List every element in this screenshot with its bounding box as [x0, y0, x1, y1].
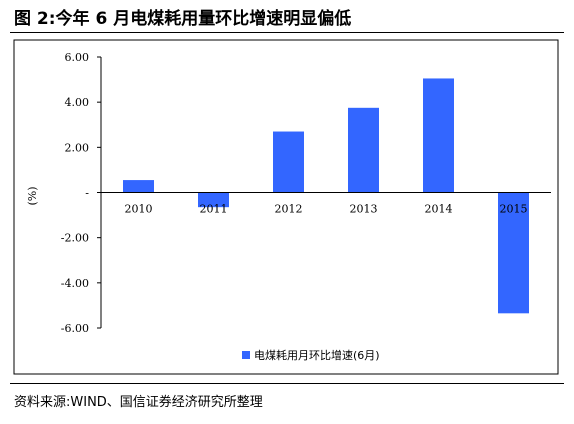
x-tick-label: 2012	[275, 203, 303, 216]
bar-2013	[348, 107, 379, 193]
y-tick-label: -4.00	[61, 277, 89, 290]
y-axis-label: (%)	[26, 186, 39, 205]
y-tick-label: -	[85, 187, 89, 200]
y-tick-label: 2.00	[65, 141, 90, 154]
bar-2015	[498, 192, 529, 314]
legend-swatch	[242, 351, 250, 359]
legend: 电煤耗用月环比增速(6月)	[242, 348, 380, 362]
x-tick-label: 2015	[500, 203, 528, 216]
x-axis-ticks: 2010 2011 2012 2013 2014 2015	[125, 203, 528, 216]
x-tick-label: 2014	[425, 203, 453, 216]
source-separator	[10, 383, 564, 384]
y-axis-ticks: 6.00 4.00 2.00 - -2.00 -4.00 -6.00	[61, 51, 101, 335]
y-tick-label: 6.00	[65, 51, 90, 64]
bar-2014	[423, 78, 454, 193]
y-tick-label: 4.00	[65, 96, 90, 109]
y-tick-label: -2.00	[61, 232, 89, 245]
bar-2012	[273, 131, 304, 193]
figure-title: 图 2:今年 6 月电煤耗用量环比增速明显偏低	[14, 9, 352, 29]
title-underline	[10, 32, 564, 33]
x-tick-label: 2013	[350, 203, 378, 216]
legend-label: 电煤耗用月环比增速(6月)	[254, 348, 380, 362]
bar-chart: 6.004.002.00--2.00-4.00-6.00 2010 2011 201…	[13, 39, 559, 375]
source-note: 资料来源:WIND、国信证券经济研究所整理	[14, 395, 263, 410]
chart-frame	[13, 39, 559, 375]
bar-2010	[123, 180, 154, 193]
x-tick-label: 2010	[125, 203, 153, 216]
bar-2011	[198, 192, 229, 208]
y-tick-label: -6.00	[61, 322, 89, 335]
x-tick-label: 2011	[200, 203, 228, 216]
bar-series	[123, 78, 529, 314]
